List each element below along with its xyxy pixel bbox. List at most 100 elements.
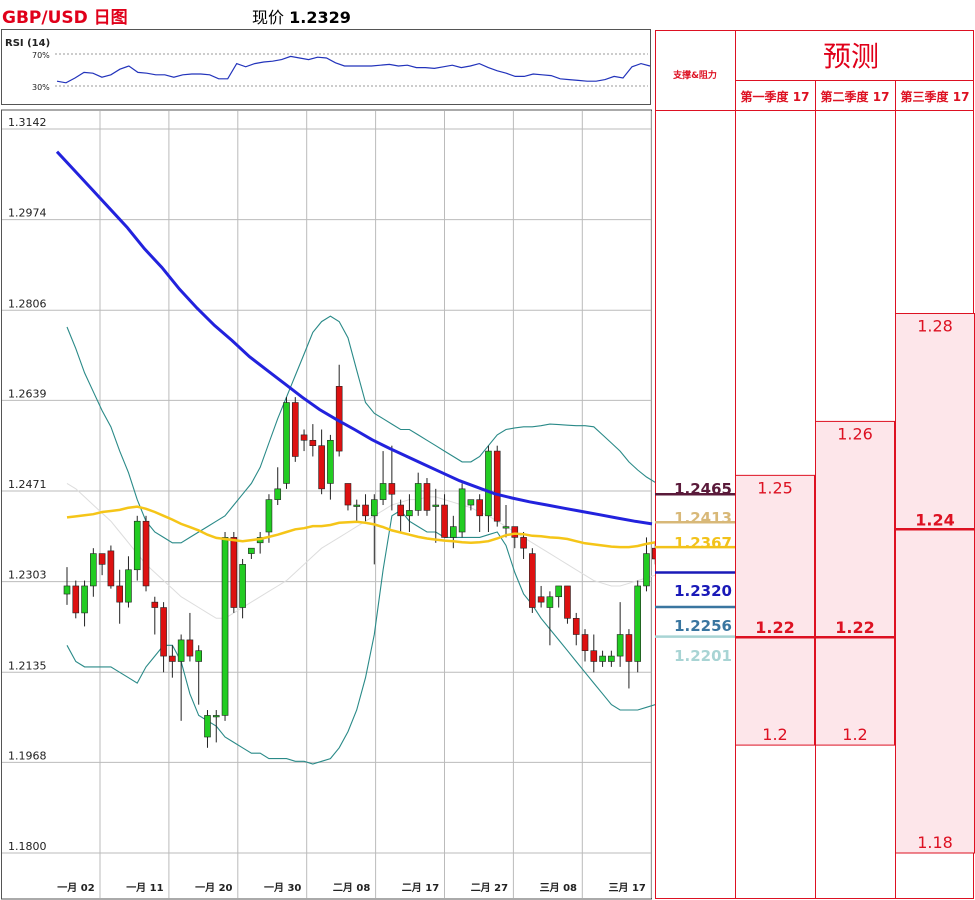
candle — [634, 580, 642, 673]
candle — [564, 585, 571, 624]
x-tick-label: 二月 08 — [333, 882, 370, 894]
candle — [441, 494, 448, 538]
candle-body-up — [195, 650, 202, 662]
candle-body-up — [555, 585, 562, 598]
forecast-range-box — [895, 313, 975, 854]
candle — [406, 494, 413, 533]
y-tick-label: 1.2639 — [8, 387, 47, 400]
x-tick-label: 二月 17 — [402, 882, 439, 894]
y-tick-label: 1.2974 — [8, 207, 47, 220]
forecast-column-header: 第一季度 17 — [741, 89, 810, 104]
candle — [125, 556, 132, 608]
candle-body-up — [643, 553, 650, 587]
candle — [485, 445, 492, 533]
candle — [625, 629, 633, 689]
rsi-frame — [1, 29, 651, 105]
candle — [529, 548, 536, 613]
candle-body-up — [616, 634, 624, 657]
sr-level: 1.2465 — [655, 480, 735, 498]
candle — [511, 526, 519, 549]
x-tick-label: 一月 11 — [126, 882, 163, 894]
candle — [616, 602, 624, 667]
candle — [608, 650, 615, 667]
candle — [458, 483, 466, 538]
candle-body-up — [133, 520, 141, 571]
bollinger-mid-line — [66, 482, 655, 619]
candle-body-up — [608, 655, 615, 662]
candle-body-down — [230, 537, 238, 608]
candle — [362, 494, 369, 522]
sr-level-label: 1.2201 — [674, 647, 732, 665]
candle — [309, 424, 317, 457]
candle — [283, 397, 290, 489]
candle — [493, 445, 501, 527]
candle — [379, 451, 387, 506]
candle-body-up — [283, 402, 290, 484]
candle — [230, 532, 238, 613]
forecast-low-label: 1.2 — [842, 725, 867, 744]
candle — [116, 569, 123, 624]
candle — [221, 532, 229, 721]
candle-body-down — [309, 439, 317, 446]
candle — [370, 494, 378, 565]
current-price: 现价 1.2329 — [252, 4, 351, 28]
candle-body-up — [450, 526, 457, 538]
candle-body-up — [467, 499, 475, 506]
candle — [599, 650, 606, 667]
rsi-30-label: 30% — [32, 83, 50, 92]
candle — [546, 591, 554, 646]
forecast-low-label: 1.18 — [917, 833, 953, 852]
forecast-mid-label: 1.22 — [755, 618, 794, 637]
candle-body-down — [116, 585, 123, 603]
candle — [265, 494, 273, 543]
candle — [643, 537, 650, 592]
candle — [177, 634, 185, 721]
rsi-label: RSI (14) — [5, 38, 50, 49]
candle-body-down — [362, 504, 369, 517]
candle-body-down — [142, 520, 150, 587]
candle — [90, 548, 97, 597]
candle — [423, 478, 431, 516]
candle — [318, 429, 325, 495]
candle — [555, 585, 562, 608]
candle — [397, 499, 404, 533]
candle-body-down — [511, 526, 519, 538]
candle — [520, 532, 527, 559]
candle — [63, 567, 71, 605]
candle — [186, 612, 194, 662]
y-tick-label: 1.1968 — [8, 749, 47, 762]
candle-body-down — [493, 450, 501, 522]
candle-body-down — [98, 553, 106, 565]
candle — [248, 547, 255, 559]
candle-body-up — [458, 488, 466, 533]
candle-body-up — [406, 510, 413, 517]
candle-body-up — [221, 537, 229, 716]
candle — [651, 542, 655, 565]
candle-body-up — [63, 585, 71, 595]
candle-body-down — [572, 618, 580, 635]
forecast-column-header: 第三季度 17 — [901, 89, 970, 104]
forecast-low-label: 1.2 — [762, 725, 787, 744]
candle — [414, 472, 422, 516]
candle-body-down — [564, 585, 571, 619]
candle — [239, 558, 246, 619]
candle-body-down — [537, 596, 545, 603]
sr-level: 1.2256 — [655, 605, 735, 635]
y-tick-label: 1.2806 — [8, 297, 47, 310]
forecast-range-box — [815, 420, 895, 746]
candle-body-down — [186, 639, 194, 657]
sr-level: 1.2201 — [655, 635, 735, 665]
forecast-high-label: 1.25 — [757, 478, 793, 497]
candle — [160, 602, 167, 673]
forecast-range-box — [735, 474, 815, 746]
candle-body-up — [414, 483, 422, 511]
candle — [81, 580, 88, 627]
candle-body-up — [502, 526, 510, 529]
sr-level-label: 1.2465 — [674, 480, 732, 498]
current-price-value: 1.2329 — [289, 8, 351, 27]
candle-body-down — [291, 402, 299, 457]
forecast-mid-label: 1.24 — [915, 510, 954, 529]
candle — [344, 483, 352, 511]
candle-body-down — [107, 550, 115, 587]
